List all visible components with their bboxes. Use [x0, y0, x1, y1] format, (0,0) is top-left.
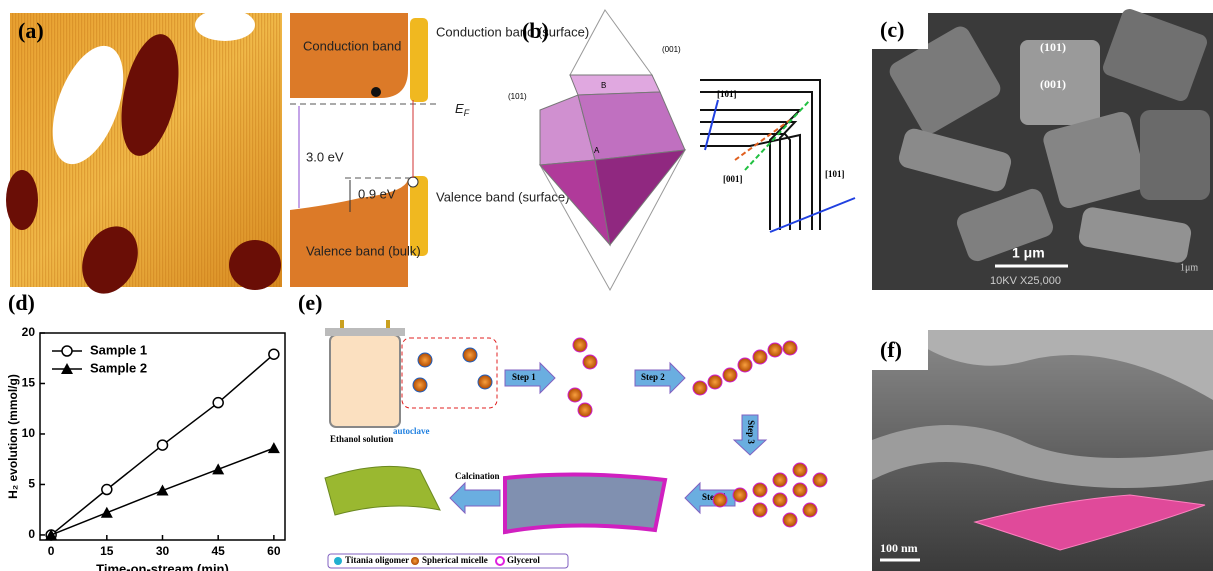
diagram-label: Ethanol solution: [330, 434, 393, 444]
x-tick-label: 30: [156, 544, 170, 558]
scale-label: 1 μm: [1012, 245, 1045, 261]
scale-label: 100 nm: [880, 541, 918, 555]
data-point: [101, 483, 113, 496]
y-tick-label: 0: [28, 527, 35, 541]
y-tick-label: 20: [22, 325, 36, 339]
energy-label: 0.9 eV: [358, 186, 396, 201]
point-label: B: [601, 81, 606, 90]
data-point: [267, 442, 280, 454]
legend-label: Sample 2: [90, 360, 147, 375]
facet-label: (001): [1040, 77, 1066, 91]
x-tick-label: 60: [267, 544, 281, 558]
data-point: [100, 506, 113, 518]
diagram-label: autoclave: [393, 426, 430, 436]
crystal-diagram: (b) (001) (101) B A [101] [001] [101]: [508, 9, 856, 292]
data-point: [45, 528, 58, 540]
energy-label: 3.0 eV: [306, 149, 344, 164]
panel-label: (d): [8, 290, 35, 315]
synthesis-diagram: (e) Ethanol solution autoclave Step 1 St…: [298, 290, 828, 569]
band-diagram: Conduction band Conduction band (surface…: [290, 13, 589, 287]
legend-label: Titania oligomer: [345, 555, 409, 565]
band-label: Valence band (surface): [436, 189, 569, 204]
band-label: Conduction band: [303, 38, 401, 53]
chart: (d) 0 5 10 15 20 0 15 30 45 60 Time-on-stream (min…: [6, 290, 286, 571]
x-tick-label: 45: [212, 544, 226, 558]
legend-label: Spherical micelle: [422, 555, 488, 565]
y-axis-label: H₂ evolution (mmol/g): [6, 374, 20, 499]
data-point: [156, 484, 169, 496]
sem-image: (c) (101) (001) 1 μm 1μm 10KV X25,000: [872, 8, 1213, 290]
x-tick-label: 0: [48, 544, 55, 558]
direction-label: [101]: [825, 169, 845, 179]
point-label: A: [594, 146, 600, 155]
data-point: [268, 348, 280, 360]
data-point: [156, 439, 169, 451]
sem-info: 10KV X25,000: [990, 275, 1061, 287]
band-label: Conduction band (surface): [436, 24, 589, 39]
direction-label: [101]: [717, 89, 737, 99]
step-label: Step 2: [641, 372, 665, 382]
fermi-sub: F: [464, 108, 470, 118]
legend-marker: [61, 363, 73, 374]
direction-label: [001]: [723, 174, 743, 184]
scale-label: 1μm: [1180, 262, 1198, 273]
step-label: Calcination: [455, 471, 500, 481]
legend-label: Sample 1: [90, 342, 147, 357]
data-point: [212, 463, 225, 475]
legend-marker: [61, 345, 73, 357]
sem-image: (f) 100 nm: [872, 330, 1213, 571]
stm-image: (a): [6, 9, 282, 294]
panel-label: (c): [880, 17, 904, 42]
facet-label: (001): [662, 45, 681, 54]
x-tick-label: 15: [100, 544, 114, 558]
step-label: Step 3: [746, 420, 756, 444]
legend-label: Glycerol: [507, 555, 540, 565]
panel-label: (f): [880, 337, 902, 362]
panel-label: (b): [522, 18, 549, 43]
y-tick-label: 10: [22, 426, 36, 440]
facet-label: (101): [1040, 40, 1066, 54]
step-label: Step 1: [512, 372, 536, 382]
plot-frame: [39, 332, 286, 541]
band-label: Valence band (bulk): [306, 243, 421, 258]
x-axis-label: Time-on-stream (min): [96, 561, 229, 571]
panel-label: (a): [18, 18, 44, 43]
y-tick-label: 5: [28, 477, 35, 491]
data-point: [212, 396, 224, 409]
y-tick-label: 15: [22, 376, 36, 390]
facet-label: (101): [508, 92, 527, 101]
fermi-main: E: [455, 101, 464, 116]
panel-label: (e): [298, 290, 322, 315]
fermi-label: EF: [455, 101, 470, 118]
